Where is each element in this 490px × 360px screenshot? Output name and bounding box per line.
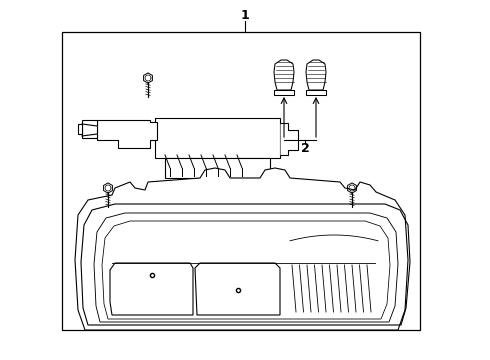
Bar xyxy=(82,120,97,138)
Polygon shape xyxy=(274,60,294,90)
Text: 2: 2 xyxy=(301,141,309,154)
Polygon shape xyxy=(75,168,408,330)
Polygon shape xyxy=(280,123,298,155)
Bar xyxy=(62,32,420,330)
Text: 1: 1 xyxy=(241,9,249,22)
Polygon shape xyxy=(94,213,398,322)
Polygon shape xyxy=(306,60,326,90)
Bar xyxy=(78,124,82,134)
Bar xyxy=(274,90,294,95)
Bar xyxy=(306,90,326,95)
Bar xyxy=(155,118,280,158)
Polygon shape xyxy=(97,120,157,148)
Polygon shape xyxy=(165,158,270,178)
